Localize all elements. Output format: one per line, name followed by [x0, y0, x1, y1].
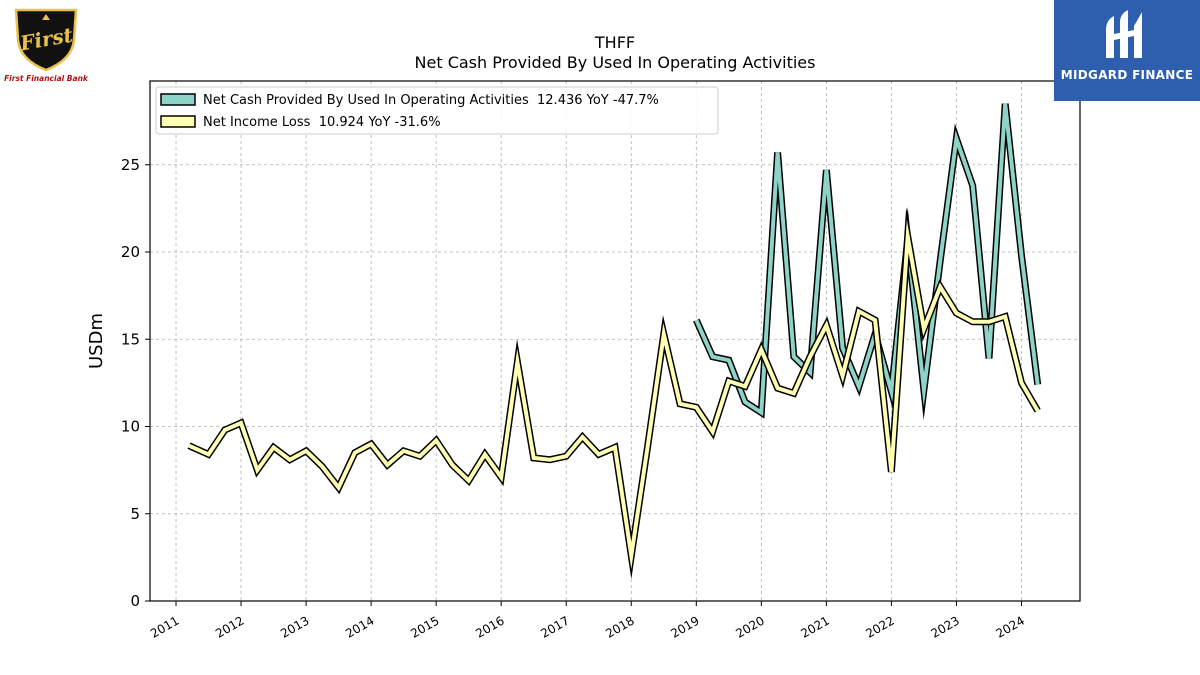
x-tick-label: 2012: [213, 613, 246, 640]
midgard-finance-name: MIDGARD FINANCE: [1060, 68, 1194, 82]
grid-lines: [150, 81, 1080, 601]
chart-title: THFF: [594, 33, 635, 52]
series-1: [187, 207, 1041, 580]
midgard-finance-logo: MIDGARD FINANCE: [1054, 0, 1200, 101]
series-lines: [187, 103, 1042, 580]
y-axis: 0 5 10 15 20 25: [121, 156, 150, 610]
chart-subtitle: Net Cash Provided By Used In Operating A…: [415, 53, 816, 72]
series-line: [188, 219, 1040, 570]
y-tick-label: 5: [130, 505, 140, 523]
y-tick-label: 25: [121, 156, 140, 174]
legend-label-operating-cash: Net Cash Provided By Used In Operating A…: [203, 93, 659, 108]
x-tick-label: 2021: [798, 613, 831, 640]
x-tick-label: 2016: [473, 613, 506, 640]
x-tick-label: 2018: [603, 613, 636, 640]
legend-label-net-income: Net Income Loss 10.924 YoY -31.6%: [203, 115, 441, 130]
x-tick-label: 2013: [278, 613, 311, 640]
series-line: [694, 103, 1040, 417]
x-tick-label: 2017: [538, 613, 571, 640]
x-axis: 2011 2012 2013 2014 2015 2016 2017 2018 2019 2020…: [148, 601, 1027, 641]
y-tick-label: 0: [130, 592, 140, 610]
x-tick-label: 2023: [928, 613, 961, 640]
x-tick-label: 2022: [863, 613, 896, 640]
first-financial-logo: First First Financial Bank: [4, 6, 88, 86]
y-tick-label: 20: [121, 243, 140, 261]
midgard-m-icon: [1106, 10, 1142, 58]
x-tick-label: 2011: [148, 613, 181, 640]
y-tick-label: 15: [121, 330, 140, 348]
legend-swatch-net-income: [160, 115, 196, 128]
series-0: [693, 103, 1042, 421]
x-tick-label: 2019: [668, 613, 701, 640]
x-tick-label: 2024: [994, 613, 1027, 640]
y-tick-label: 10: [121, 418, 140, 436]
x-tick-label: 2015: [408, 613, 441, 640]
plot-area-frame: [149, 80, 1081, 602]
x-tick-label: 2014: [343, 613, 376, 640]
legend: Net Cash Provided By Used In Operating A…: [155, 86, 719, 135]
legend-swatch-operating-cash: [160, 93, 196, 106]
first-financial-name: First Financial Bank: [4, 74, 88, 83]
y-axis-label: USDm: [86, 313, 107, 369]
legend-box: [155, 86, 719, 135]
first-financial-shield-icon: First: [14, 8, 78, 72]
x-tick-label: 2020: [733, 613, 766, 640]
